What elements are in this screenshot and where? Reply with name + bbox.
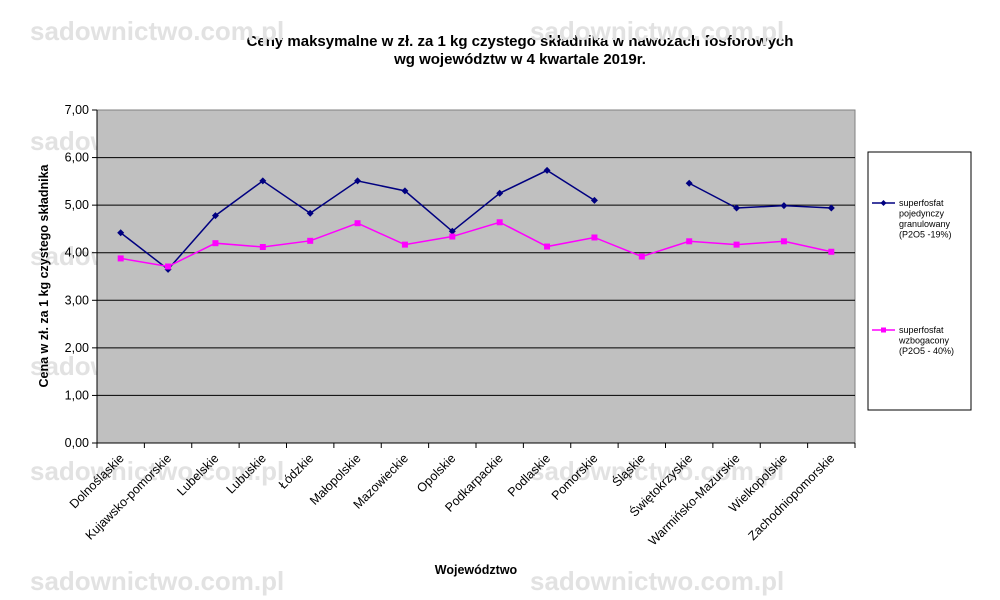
y-tick-label: 1,00 bbox=[65, 388, 89, 402]
y-tick-label: 4,00 bbox=[65, 246, 89, 260]
data-point bbox=[448, 227, 456, 235]
watermark-text: sadownictwo.com.pl bbox=[530, 16, 784, 46]
watermark-text: sadownictwo.com.pl bbox=[30, 566, 284, 596]
legend-label: wzbogacony bbox=[898, 336, 950, 346]
data-point bbox=[354, 177, 362, 185]
chart-title-line-2: wg województw w 4 kwartale 2019r. bbox=[394, 51, 646, 68]
data-point bbox=[496, 189, 504, 197]
series-layer bbox=[117, 166, 835, 273]
legend-label: (P2O5 -19%) bbox=[899, 230, 952, 240]
legend-label: pojedynczy bbox=[899, 209, 945, 219]
axes bbox=[92, 109, 856, 448]
data-point bbox=[780, 202, 788, 210]
data-point bbox=[117, 255, 124, 262]
chart-title: Ceny maksymalne w zł. za 1 kg czystego s… bbox=[130, 33, 910, 69]
data-point bbox=[306, 209, 314, 217]
y-tick-label: 2,00 bbox=[65, 341, 89, 355]
data-point bbox=[638, 253, 645, 260]
data-point bbox=[449, 233, 456, 240]
watermark-text: sadownictwo.com.pl bbox=[530, 566, 784, 596]
data-point bbox=[307, 237, 314, 244]
x-tick-label: Opolskie bbox=[414, 451, 458, 495]
data-point bbox=[212, 240, 219, 247]
data-point bbox=[544, 243, 551, 250]
legend-label: granulowany bbox=[899, 219, 951, 229]
watermark-text: sadownictwo.com.pl bbox=[30, 16, 284, 46]
series-1 bbox=[117, 166, 835, 273]
y-tick-label: 7,00 bbox=[65, 103, 89, 117]
data-point bbox=[354, 220, 361, 227]
plot-area bbox=[96, 109, 856, 444]
legend-label: (P2O5 - 40%) bbox=[899, 346, 954, 356]
series-line bbox=[120, 221, 832, 268]
data-point bbox=[828, 248, 835, 255]
data-point bbox=[590, 196, 598, 204]
data-point bbox=[591, 234, 598, 241]
legend-marker bbox=[880, 200, 887, 206]
y-axis-title: Cena w zł. za 1 kg czystego składnika bbox=[37, 163, 51, 387]
x-axis-title: Województwo bbox=[435, 563, 518, 577]
data-point bbox=[733, 204, 741, 212]
gridlines bbox=[97, 157, 855, 396]
data-point bbox=[401, 187, 409, 195]
watermark-text: sadownictwo.com.pl bbox=[30, 456, 284, 486]
series-line bbox=[688, 182, 832, 209]
data-point bbox=[259, 244, 266, 251]
y-tick-labels: 0,00 1,00 2,00 3,00 4,00 5,00 6,00 7,00 bbox=[65, 103, 89, 450]
data-point bbox=[733, 241, 740, 248]
y-tick-label: 3,00 bbox=[65, 293, 89, 307]
data-point bbox=[686, 238, 693, 245]
data-point bbox=[780, 238, 787, 245]
chart-title-line-1: Ceny maksymalne w zł. za 1 kg czystego s… bbox=[246, 33, 794, 50]
data-point bbox=[827, 204, 835, 212]
legend-marker bbox=[881, 327, 886, 333]
data-point bbox=[259, 177, 267, 185]
legend-label: superfosfat bbox=[899, 198, 944, 208]
y-tick-label: 0,00 bbox=[65, 436, 89, 450]
data-point bbox=[117, 229, 125, 237]
y-tick-label: 6,00 bbox=[65, 151, 89, 165]
data-point bbox=[401, 241, 408, 248]
data-point bbox=[543, 166, 551, 174]
watermark-text: sadownictwo.com.pl bbox=[530, 456, 784, 486]
data-point bbox=[685, 179, 693, 187]
legend-label: superfosfat bbox=[899, 325, 944, 335]
series-2 bbox=[117, 219, 835, 270]
legend-box bbox=[867, 151, 972, 411]
data-point bbox=[165, 263, 172, 270]
data-point bbox=[211, 212, 219, 220]
y-tick-label: 5,00 bbox=[65, 198, 89, 212]
data-point bbox=[496, 219, 503, 226]
